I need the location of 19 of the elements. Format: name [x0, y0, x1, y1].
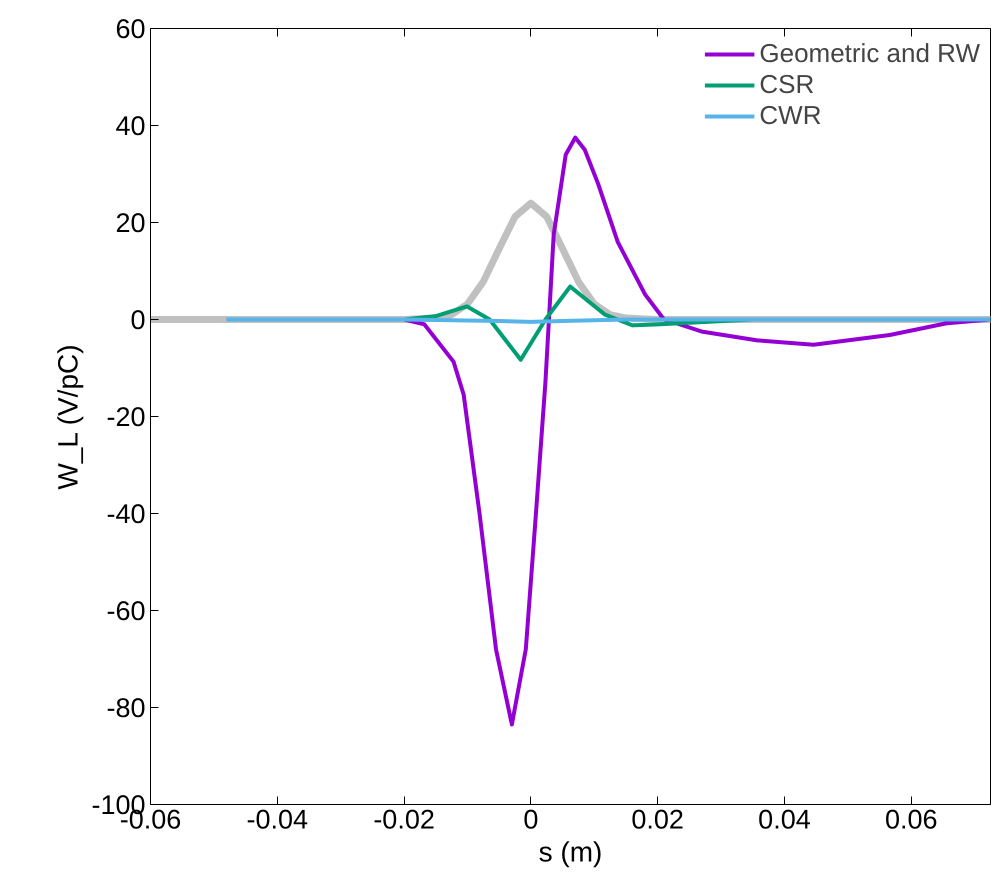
y-tick-label: 60 — [115, 14, 146, 44]
y-axis-title: W_L (V/pC) — [52, 344, 84, 490]
x-tick-label: 0 — [523, 804, 538, 834]
y-tick-label: 40 — [115, 111, 146, 141]
y-tick-label: 0 — [130, 305, 146, 335]
x-axis-title: s (m) — [538, 836, 602, 868]
y-tick-label: -40 — [106, 499, 146, 529]
x-tick-label: -0.04 — [246, 804, 308, 834]
x-tick-label: 0.06 — [884, 804, 938, 834]
x-tick-label: 0.04 — [758, 804, 811, 834]
y-tick-label: -20 — [106, 402, 146, 432]
x-tick-label: -0.02 — [373, 804, 435, 834]
x-tick-label: 0.02 — [631, 804, 684, 834]
legend-label: Geometric and RW — [759, 38, 980, 69]
y-tick-label: -80 — [106, 693, 146, 723]
legend-label: CSR — [759, 69, 814, 100]
y-tick-label: 20 — [115, 208, 146, 238]
y-tick-label: -60 — [106, 596, 146, 626]
legend-label: CWR — [759, 100, 822, 131]
